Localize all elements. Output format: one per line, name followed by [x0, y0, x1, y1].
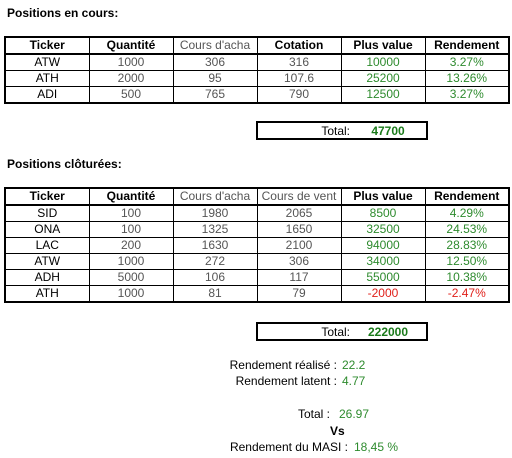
table-header-row: Ticker Quantité Cours d'acha Cotation Pl… [4, 36, 510, 55]
col-header-quantity: Quantité [88, 187, 174, 206]
buy-price-cell: 306 [172, 53, 258, 71]
ticker-cell: ADH [4, 269, 90, 286]
yield-cell: 3.27% [424, 53, 510, 71]
buy-price-cell: 81 [172, 285, 258, 303]
latent-yield-label: Rendement latent : [235, 374, 337, 388]
yield-cell: 10.38% [424, 269, 510, 286]
gain-cell: 55000 [340, 269, 426, 286]
quantity-cell: 100 [88, 221, 174, 238]
gain-cell: 12500 [340, 86, 426, 104]
yield-cell: 13.26% [424, 70, 510, 87]
yield-cell: 24.53% [424, 221, 510, 238]
yield-cell: 4.29% [424, 204, 510, 222]
price-cell: 790 [256, 86, 342, 104]
col-header-quote: Cotation [256, 36, 342, 55]
summary-total-value: 26.97 [339, 407, 370, 421]
price-cell: 2100 [256, 237, 342, 254]
price-cell: 107.6 [256, 70, 342, 87]
ticker-cell: ATW [4, 253, 90, 270]
col-header-quantity: Quantité [88, 36, 174, 55]
col-header-gain: Plus value [340, 36, 426, 55]
quantity-cell: 1000 [88, 53, 174, 71]
quantity-cell: 1000 [88, 253, 174, 270]
quantity-cell: 100 [88, 204, 174, 222]
price-cell: 306 [256, 253, 342, 270]
table-row: ADI 500 765 790 12500 3.27% [4, 86, 510, 104]
gain-cell: 94000 [340, 237, 426, 254]
buy-price-cell: 95 [172, 70, 258, 87]
col-header-yield: Rendement [424, 187, 510, 206]
quantity-cell: 1000 [88, 285, 174, 303]
price-cell: 2065 [256, 204, 342, 222]
table-row: SID 100 1980 2065 8500 4.29% [4, 204, 510, 222]
table-row: LAC 200 1630 2100 94000 28.83% [4, 237, 510, 254]
price-cell: 316 [256, 53, 342, 71]
open-positions-table: Ticker Quantité Cours d'acha Cotation Pl… [4, 36, 510, 104]
closed-total-label: Total: [321, 324, 350, 339]
open-total-box: Total: 47700 [256, 121, 428, 140]
col-header-sell-price: Cours de vent [256, 187, 342, 206]
masi-yield-value: 18,45 % [354, 440, 399, 454]
price-cell: 1650 [256, 221, 342, 238]
buy-price-cell: 1325 [172, 221, 258, 238]
closed-positions-heading: Positions clôturées: [7, 157, 122, 171]
col-header-buy-price: Cours d'acha [172, 36, 258, 55]
table-row: ONA 100 1325 1650 32500 24.53% [4, 221, 510, 238]
quantity-cell: 2000 [88, 70, 174, 87]
gain-cell: 10000 [340, 53, 426, 71]
table-row: ADH 5000 106 117 55000 10.38% [4, 269, 510, 286]
col-header-yield: Rendement [424, 36, 510, 55]
price-cell: 79 [256, 285, 342, 303]
buy-price-cell: 1630 [172, 237, 258, 254]
masi-yield-label: Rendement du MASI : [229, 440, 348, 454]
buy-price-cell: 765 [172, 86, 258, 104]
yield-cell: -2.47% [424, 285, 510, 303]
ticker-cell: LAC [4, 237, 90, 254]
realized-yield-label: Rendement réalisé : [229, 358, 337, 372]
quantity-cell: 5000 [88, 269, 174, 286]
summary-total-label: Total : [297, 407, 330, 421]
col-header-ticker: Ticker [4, 187, 90, 206]
table-row: ATW 1000 306 316 10000 3.27% [4, 53, 510, 71]
gain-cell: 34000 [340, 253, 426, 270]
ticker-cell: ATH [4, 285, 90, 303]
col-header-buy-price: Cours d'acha [172, 187, 258, 206]
table-row: ATH 2000 95 107.6 25200 13.26% [4, 70, 510, 87]
closed-positions-table: Ticker Quantité Cours d'acha Cours de ve… [4, 187, 510, 303]
ticker-cell: ATH [4, 70, 90, 87]
ticker-cell: ATW [4, 53, 90, 71]
table-row: ATW 1000 272 306 34000 12.50% [4, 253, 510, 270]
ticker-cell: ADI [4, 86, 90, 104]
realized-yield-value: 22.2 [342, 358, 366, 372]
gain-cell: 25200 [340, 70, 426, 87]
col-header-gain: Plus value [340, 187, 426, 206]
table-row: ATH 1000 81 79 -2000 -2.47% [4, 285, 510, 303]
gain-cell: 8500 [340, 204, 426, 222]
col-header-ticker: Ticker [4, 36, 90, 55]
open-total-label: Total: [321, 123, 350, 138]
buy-price-cell: 272 [172, 253, 258, 270]
ticker-cell: ONA [4, 221, 90, 238]
yield-cell: 28.83% [424, 237, 510, 254]
gain-cell: 32500 [340, 221, 426, 238]
buy-price-cell: 1980 [172, 204, 258, 222]
gain-cell: -2000 [340, 285, 426, 303]
closed-total-value: 222000 [367, 324, 409, 339]
table-header-row: Ticker Quantité Cours d'acha Cours de ve… [4, 187, 510, 206]
quantity-cell: 500 [88, 86, 174, 104]
vs-label: Vs [330, 424, 345, 438]
latent-yield-value: 4.77 [342, 374, 366, 388]
ticker-cell: SID [4, 204, 90, 222]
buy-price-cell: 106 [172, 269, 258, 286]
price-cell: 117 [256, 269, 342, 286]
yield-cell: 12.50% [424, 253, 510, 270]
open-positions-heading: Positions en cours: [7, 6, 119, 20]
open-total-value: 47700 [371, 123, 405, 138]
yield-cell: 3.27% [424, 86, 510, 104]
quantity-cell: 200 [88, 237, 174, 254]
closed-total-box: Total: 222000 [256, 322, 428, 341]
